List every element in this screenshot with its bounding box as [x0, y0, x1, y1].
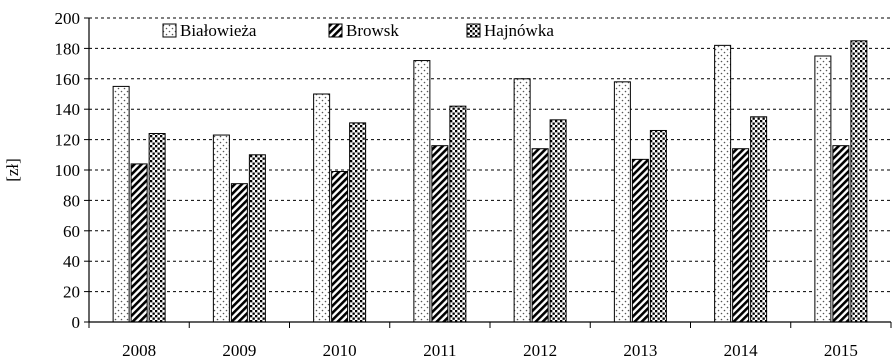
legend-swatch — [328, 23, 343, 38]
x-tick-label: 2008 — [122, 341, 156, 360]
bar — [631, 158, 649, 323]
gridlines — [89, 17, 891, 293]
y-tick-label: 180 — [55, 39, 81, 58]
bars — [112, 40, 868, 323]
bar — [349, 122, 367, 323]
y-axis-title: [zł] — [3, 158, 22, 182]
legend-label: Białowieża — [180, 21, 257, 40]
bar — [413, 60, 431, 323]
bar — [248, 154, 266, 323]
bar — [331, 171, 349, 323]
x-tick-label: 2010 — [323, 341, 357, 360]
bar — [814, 55, 832, 323]
y-tick-label: 200 — [55, 9, 81, 28]
y-tick-label: 0 — [72, 313, 81, 332]
bar — [513, 78, 531, 323]
bar — [850, 40, 868, 323]
bar — [212, 134, 230, 323]
y-tick-label: 140 — [55, 100, 81, 119]
bar — [832, 145, 850, 323]
y-tick-label: 160 — [55, 70, 81, 89]
bar — [431, 145, 449, 323]
bar — [130, 163, 148, 323]
bar — [714, 44, 732, 323]
legend: Białowieża Browsk Hajnówka — [162, 21, 554, 40]
bar — [112, 85, 130, 323]
x-tick-label: 2013 — [623, 341, 657, 360]
bar — [750, 116, 768, 323]
legend-swatch — [466, 23, 481, 38]
y-tick-label: 100 — [55, 161, 81, 180]
legend-label: Browsk — [346, 21, 399, 40]
x-tick-label: 2012 — [523, 341, 557, 360]
bar — [531, 148, 549, 323]
bar — [148, 133, 166, 323]
bar — [230, 183, 248, 323]
y-tick-label: 60 — [63, 222, 80, 241]
y-tick-label: 20 — [63, 283, 80, 302]
y-tick-label: 40 — [63, 252, 80, 271]
x-tick-label: 2009 — [222, 341, 256, 360]
bar — [732, 148, 750, 323]
x-tick-label: 2011 — [423, 341, 456, 360]
x-tick-label: 2014 — [724, 341, 759, 360]
x-tick-label: 2015 — [824, 341, 858, 360]
bar — [613, 81, 631, 323]
legend-label: Hajnówka — [484, 21, 554, 40]
bar — [313, 93, 331, 323]
legend-swatch — [162, 23, 177, 38]
bar — [449, 105, 467, 323]
axes: 0 20 40 60 80 100 120 140 160 180 200 2008 2009 2010 2… — [55, 9, 892, 360]
y-tick-label: 120 — [55, 131, 81, 150]
y-tick-label: 80 — [63, 191, 80, 210]
bar — [549, 119, 567, 323]
bar — [649, 129, 667, 323]
